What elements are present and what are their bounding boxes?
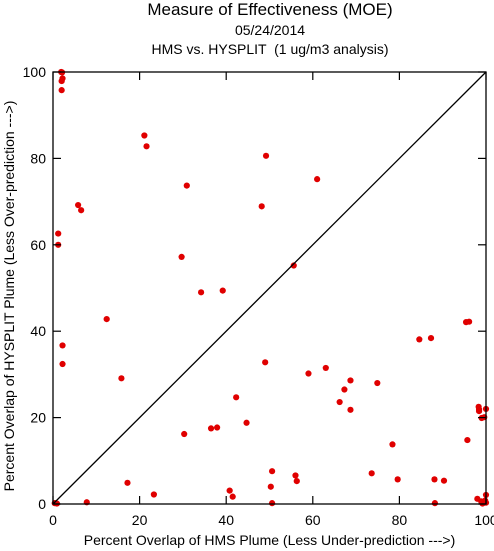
data-point xyxy=(305,370,312,377)
data-point xyxy=(347,377,354,384)
x-tick-label: 0 xyxy=(49,512,57,528)
data-point xyxy=(226,487,233,494)
chart-title: Measure of Effectiveness (MOE) xyxy=(147,0,393,19)
y-axis-label: Percent Overlap of HYSPLIT Plume (Less O… xyxy=(1,101,17,492)
data-point xyxy=(258,203,265,210)
data-point xyxy=(219,287,226,294)
chart-date: 05/24/2014 xyxy=(234,22,306,38)
data-point xyxy=(292,472,299,479)
data-point xyxy=(262,359,269,366)
data-point xyxy=(466,318,473,325)
data-point xyxy=(183,182,190,189)
data-point xyxy=(58,77,65,85)
data-point xyxy=(336,398,343,406)
data-point xyxy=(290,262,297,269)
x-tick-label: 100 xyxy=(474,512,494,528)
data-point xyxy=(347,406,354,413)
data-point xyxy=(389,441,396,448)
data-point xyxy=(197,289,205,296)
data-point xyxy=(178,253,185,260)
data-point xyxy=(268,500,276,507)
data-point xyxy=(475,408,483,415)
data-point xyxy=(394,476,401,483)
data-point xyxy=(124,479,131,486)
data-point xyxy=(431,476,438,483)
data-point xyxy=(143,143,150,150)
reference-diagonal-line xyxy=(52,71,487,505)
y-tick-label: 100 xyxy=(23,64,47,80)
y-tick-label: 20 xyxy=(30,410,46,426)
y-tick-label: 40 xyxy=(30,323,46,339)
data-point xyxy=(214,424,221,431)
data-point xyxy=(118,375,125,382)
data-point xyxy=(141,132,148,139)
data-point xyxy=(322,364,329,372)
data-point xyxy=(440,477,448,484)
x-tick-label: 20 xyxy=(132,512,148,528)
data-point xyxy=(416,336,423,343)
data-point xyxy=(268,468,276,475)
data-point xyxy=(374,379,381,387)
data-point xyxy=(262,152,270,159)
data-point xyxy=(314,176,321,183)
data-point xyxy=(181,430,188,438)
data-point xyxy=(150,491,157,498)
data-point xyxy=(464,436,471,444)
data-point xyxy=(427,335,435,342)
x-tick-label: 40 xyxy=(218,512,234,528)
data-point xyxy=(75,201,82,209)
chart-subtitle: HMS vs. HYSPLIT (1 ug/m3 analysis) xyxy=(151,41,389,57)
y-tick-label: 60 xyxy=(30,237,46,253)
data-point xyxy=(293,478,300,485)
plot-frame xyxy=(52,71,487,505)
x-tick-label: 60 xyxy=(305,512,321,528)
y-tick-label: 0 xyxy=(38,496,46,512)
data-point xyxy=(243,419,250,426)
data-point xyxy=(78,207,85,214)
data-point xyxy=(59,342,66,349)
data-point xyxy=(103,316,110,323)
data-point xyxy=(341,386,348,393)
data-point xyxy=(233,394,240,401)
x-axis-label: Percent Overlap of HMS Plume (Less Under… xyxy=(84,532,456,548)
y-tick-label: 80 xyxy=(30,150,46,166)
x-tick-label: 80 xyxy=(392,512,408,528)
data-point xyxy=(368,470,375,477)
data-point xyxy=(229,493,236,500)
data-point xyxy=(58,87,65,94)
ticks-layer: 0 20 40 60 80 100 0 20 40 60 80 100 xyxy=(23,64,494,528)
data-point xyxy=(55,230,62,237)
data-point xyxy=(267,483,274,490)
data-point xyxy=(207,425,215,432)
data-point xyxy=(431,500,439,507)
data-point xyxy=(59,360,66,368)
